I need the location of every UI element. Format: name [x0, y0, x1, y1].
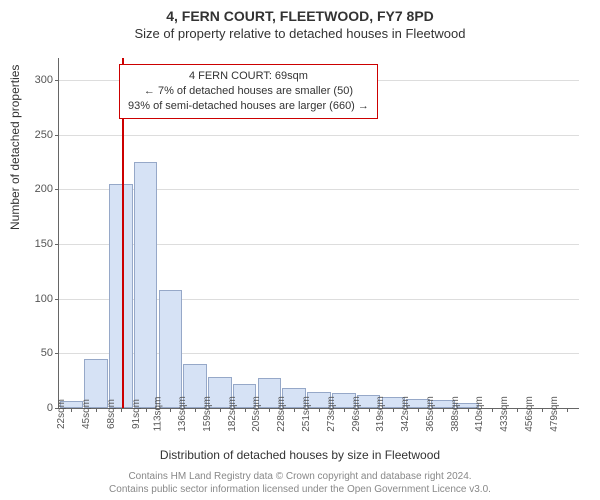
xtick-label: 45sqm: [81, 399, 92, 429]
chart-container: 4, FERN COURT, FLEETWOOD, FY7 8PD Size o…: [0, 0, 600, 500]
xtick-mark: [492, 408, 493, 412]
ytick-mark: [55, 135, 59, 136]
xtick-label: 182sqm: [227, 396, 238, 432]
xtick-label: 479sqm: [549, 396, 560, 432]
annotation-line: ← 7% of detached houses are smaller (50): [128, 84, 369, 99]
annotation-box: 4 FERN COURT: 69sqm ← 7% of detached hou…: [119, 64, 378, 119]
xtick-label: 205sqm: [252, 396, 263, 432]
xtick-mark: [418, 408, 419, 412]
chart-title: 4, FERN COURT, FLEETWOOD, FY7 8PD: [0, 0, 600, 24]
xtick-label: 91sqm: [131, 399, 142, 429]
xtick-mark: [542, 408, 543, 412]
annotation-line: 4 FERN COURT: 69sqm: [128, 69, 369, 84]
xtick-mark: [71, 408, 72, 412]
xtick-mark: [294, 408, 295, 412]
x-axis-label: Distribution of detached houses by size …: [0, 448, 600, 462]
xtick-mark: [344, 408, 345, 412]
y-axis-label: Number of detached properties: [8, 65, 22, 230]
xtick-mark: [369, 408, 370, 412]
xtick-label: 68sqm: [106, 399, 117, 429]
xtick-mark: [319, 408, 320, 412]
histogram-bar: [109, 184, 133, 408]
xtick-label: 433sqm: [499, 396, 510, 432]
gridline: [59, 135, 579, 136]
ytick-mark: [55, 80, 59, 81]
ytick-label: 100: [35, 293, 53, 305]
xtick-mark: [195, 408, 196, 412]
xtick-label: 22sqm: [56, 399, 67, 429]
xtick-label: 251sqm: [301, 396, 312, 432]
xtick-mark: [567, 408, 568, 412]
ytick-mark: [55, 189, 59, 190]
plot-area: 05010015020025030022sqm45sqm68sqm91sqm11…: [58, 58, 579, 409]
footer-attribution: Contains HM Land Registry data © Crown c…: [0, 470, 600, 496]
ytick-mark: [55, 353, 59, 354]
xtick-label: 136sqm: [177, 396, 188, 432]
xtick-mark: [468, 408, 469, 412]
chart-subtitle: Size of property relative to detached ho…: [0, 24, 600, 41]
xtick-label: 342sqm: [400, 396, 411, 432]
xtick-label: 159sqm: [202, 396, 213, 432]
xtick-mark: [146, 408, 147, 412]
xtick-label: 319sqm: [375, 396, 386, 432]
histogram-bar: [134, 162, 158, 408]
footer-line: Contains public sector information licen…: [0, 483, 600, 496]
xtick-mark: [517, 408, 518, 412]
histogram-bar: [159, 290, 183, 408]
annotation-line: 93% of semi-detached houses are larger (…: [128, 99, 369, 114]
xtick-label: 296sqm: [351, 396, 362, 432]
xtick-mark: [96, 408, 97, 412]
xtick-label: 228sqm: [276, 396, 287, 432]
xtick-mark: [170, 408, 171, 412]
xtick-label: 388sqm: [450, 396, 461, 432]
xtick-mark: [443, 408, 444, 412]
xtick-label: 113sqm: [153, 397, 164, 432]
ytick-label: 0: [47, 402, 53, 414]
xtick-mark: [220, 408, 221, 412]
xtick-mark: [393, 408, 394, 412]
xtick-label: 365sqm: [425, 396, 436, 432]
ytick-label: 200: [35, 183, 53, 195]
ytick-mark: [55, 299, 59, 300]
xtick-label: 456sqm: [524, 396, 535, 432]
xtick-mark: [269, 408, 270, 412]
xtick-label: 410sqm: [475, 396, 486, 432]
ytick-label: 300: [35, 74, 53, 86]
ytick-label: 50: [41, 347, 53, 359]
footer-line: Contains HM Land Registry data © Crown c…: [0, 470, 600, 483]
ytick-label: 150: [35, 238, 53, 250]
xtick-label: 273sqm: [326, 396, 337, 432]
ytick-mark: [55, 244, 59, 245]
ytick-label: 250: [35, 129, 53, 141]
xtick-mark: [121, 408, 122, 412]
xtick-mark: [245, 408, 246, 412]
